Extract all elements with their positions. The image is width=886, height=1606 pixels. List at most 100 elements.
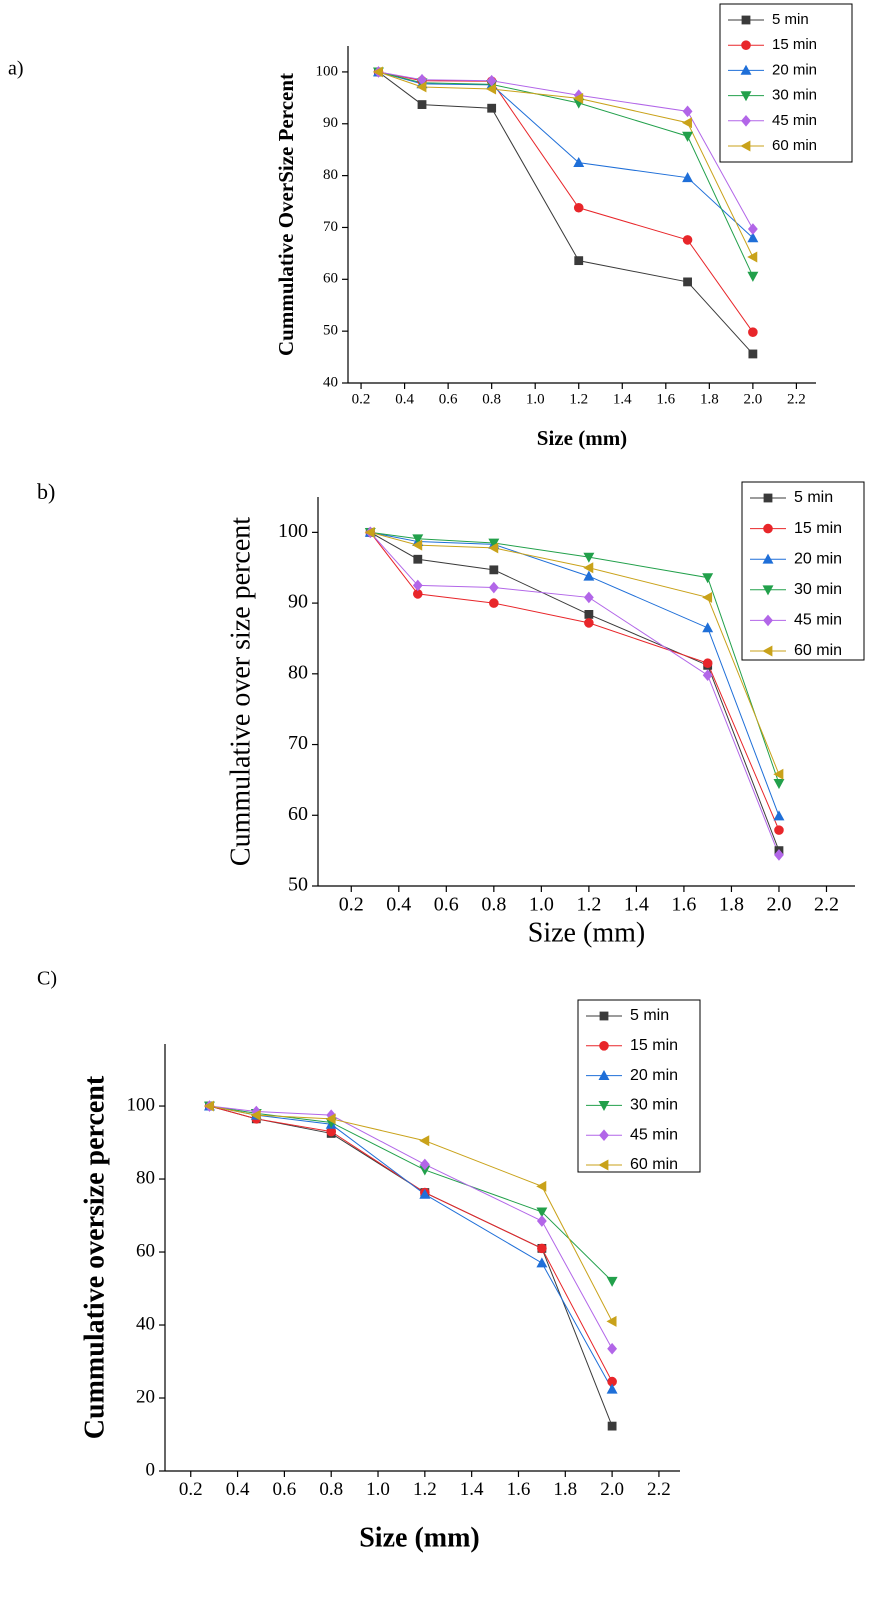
x-tick-label: 2.0 — [743, 391, 762, 407]
data-point — [536, 1215, 547, 1227]
legend-marker — [599, 1011, 609, 1021]
y-tick-label: 40 — [136, 1313, 155, 1334]
x-tick-label: 2.2 — [647, 1479, 671, 1500]
series-line — [370, 531, 780, 775]
data-point — [606, 1315, 617, 1327]
legend-label: 30 min — [794, 581, 842, 598]
data-point — [607, 1421, 617, 1431]
legend-marker — [599, 1129, 609, 1142]
data-point — [488, 581, 499, 594]
y-tick-label: 20 — [136, 1386, 155, 1407]
data-point — [702, 622, 714, 633]
data-point — [412, 539, 423, 551]
legend-marker — [598, 1101, 610, 1112]
data-point — [702, 591, 713, 603]
x-tick-label: 0.2 — [179, 1479, 203, 1500]
legend-marker — [740, 64, 752, 75]
y-axis-label: Cummulative over size percent — [225, 517, 256, 866]
data-point — [682, 105, 693, 118]
data-point — [773, 768, 784, 780]
x-tick-label: 1.6 — [507, 1479, 531, 1500]
x-axis-label: Size (mm) — [537, 426, 627, 450]
data-point — [486, 74, 497, 87]
x-tick-label: 1.6 — [656, 391, 675, 407]
data-point — [488, 542, 499, 554]
y-tick-label: 80 — [323, 167, 338, 183]
data-point — [748, 327, 758, 337]
y-tick-label: 100 — [127, 1094, 156, 1115]
legend-label: 45 min — [630, 1126, 678, 1143]
data-point — [584, 618, 594, 628]
legend-marker — [741, 40, 751, 50]
x-tick-label: 1.4 — [613, 391, 632, 407]
data-point — [747, 232, 759, 243]
legend-label: 20 min — [630, 1067, 678, 1084]
legend-label: 5 min — [772, 11, 809, 28]
series-line — [369, 532, 780, 856]
series-line — [378, 71, 754, 258]
data-point — [683, 277, 692, 287]
data-point — [537, 1243, 547, 1254]
y-tick-label: 40 — [323, 374, 338, 390]
data-point — [412, 579, 423, 592]
y-tick-label: 60 — [323, 271, 338, 287]
data-point — [774, 825, 784, 835]
data-point — [606, 1276, 618, 1287]
series-line — [209, 1105, 613, 1349]
data-point — [773, 779, 785, 790]
y-tick-label: 0 — [146, 1459, 156, 1480]
series-line — [369, 532, 780, 831]
x-tick-label: 1.4 — [624, 894, 649, 916]
legend-box — [719, 3, 853, 163]
series-line — [209, 1105, 613, 1390]
x-tick-label: 1.0 — [529, 894, 554, 916]
data-point — [573, 92, 584, 104]
legend-label: 30 min — [630, 1097, 678, 1114]
x-tick-label: 1.8 — [700, 391, 719, 407]
x-tick-label: 2.0 — [766, 894, 791, 916]
y-tick-label: 50 — [288, 874, 308, 896]
legend-label: 20 min — [794, 550, 842, 567]
y-tick-label: 100 — [278, 520, 308, 542]
x-tick-label: 1.2 — [569, 391, 588, 407]
x-tick-label: 0.8 — [482, 391, 501, 407]
legend-box — [577, 999, 701, 1173]
x-tick-label: 2.0 — [600, 1479, 624, 1500]
legend-marker — [740, 91, 752, 102]
series-line — [209, 1105, 613, 1282]
data-point — [583, 562, 594, 574]
data-point — [419, 1188, 431, 1199]
x-tick-label: 0.6 — [439, 391, 458, 407]
data-point — [747, 271, 759, 282]
x-tick-label: 1.0 — [526, 391, 545, 407]
data-point — [573, 157, 585, 168]
series-line — [378, 71, 754, 333]
series-line — [370, 531, 780, 784]
data-point — [488, 538, 500, 549]
y-tick-label: 50 — [323, 323, 338, 339]
panel-label: C) — [37, 968, 57, 990]
data-point — [250, 1109, 261, 1121]
data-point — [416, 81, 427, 93]
y-tick-label: 100 — [316, 63, 339, 79]
data-point — [489, 565, 499, 575]
legend-marker — [763, 523, 773, 534]
legend-label: 30 min — [772, 87, 817, 104]
x-tick-label: 1.2 — [413, 1479, 437, 1500]
x-tick-label: 1.0 — [366, 1479, 390, 1500]
data-point — [583, 570, 595, 581]
y-tick-label: 90 — [288, 591, 308, 613]
series-line — [378, 71, 754, 277]
legend-marker — [762, 585, 774, 596]
legend-label: 5 min — [630, 1007, 669, 1024]
data-point — [682, 235, 693, 245]
data-point — [583, 591, 594, 604]
x-tick-label: 0.8 — [319, 1479, 343, 1500]
y-tick-label: 70 — [323, 219, 338, 235]
y-axis-label: Cummulative OverSize Percent — [274, 73, 298, 356]
legend-marker — [741, 114, 751, 127]
legend-marker — [598, 1069, 610, 1080]
x-tick-label: 1.8 — [719, 894, 744, 916]
legend-label: 60 min — [772, 137, 817, 154]
x-tick-label: 0.6 — [434, 894, 459, 916]
